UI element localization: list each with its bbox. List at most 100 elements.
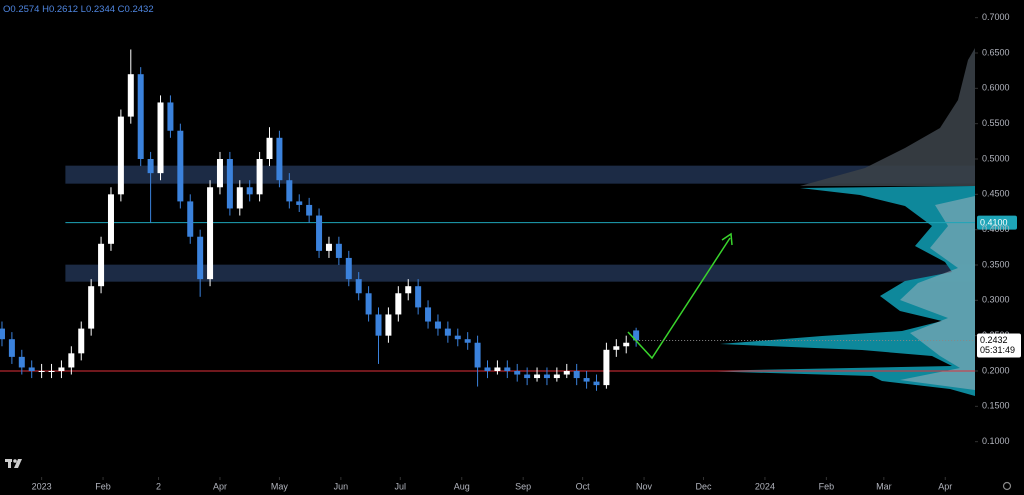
candle-body [107, 194, 114, 244]
candle-body [157, 102, 164, 174]
candle-body [474, 342, 481, 368]
y-tick-label: 0.6500 [982, 47, 1010, 57]
candle-body [444, 328, 451, 336]
settings-button[interactable] [1002, 481, 1012, 491]
candle-body [633, 330, 640, 341]
candle-body [454, 335, 461, 340]
y-tick-label: 0.3500 [982, 259, 1010, 269]
candle-body [58, 367, 65, 371]
candle-body [504, 367, 511, 371]
y-tick-label: 0.4000 [982, 224, 1010, 234]
y-tick-label: 0.5500 [982, 118, 1010, 128]
candle-body [296, 201, 303, 205]
level-label: 0.4100 [980, 217, 1008, 227]
level-label-box [977, 215, 1017, 230]
ohlc-key: L [81, 4, 86, 15]
candle-body [286, 180, 293, 202]
ohlc-key: H [42, 4, 49, 15]
arrow-head [721, 232, 733, 246]
candle-body [8, 339, 15, 357]
candle-body [137, 74, 144, 159]
candle-body [117, 116, 124, 195]
candle-body [613, 346, 620, 350]
x-tick-label: Sep [515, 481, 531, 491]
y-tick-label: 0.3000 [982, 295, 1010, 305]
candle-body [256, 159, 263, 195]
x-tick-label: Jun [334, 481, 349, 491]
candle-body [127, 74, 134, 117]
candle-body [583, 378, 590, 382]
x-tick-label: Apr [938, 481, 952, 491]
candle-body [543, 374, 550, 379]
candle-body [216, 159, 223, 188]
zone [65, 264, 975, 282]
candle-body [603, 349, 610, 386]
candle-body [415, 286, 422, 308]
x-tick-label: May [271, 481, 289, 491]
candle-body [266, 137, 273, 159]
x-tick-label: Dec [695, 481, 712, 491]
candle-body [434, 321, 441, 329]
ohlc-header: O0.2574 H0.2612 L0.2344 C0.2432 [3, 4, 154, 15]
candle-body [68, 353, 75, 368]
projection-arrow [627, 237, 731, 360]
candle-body [167, 102, 174, 131]
candle-body [345, 257, 352, 280]
ohlc-value: 0.2574 [10, 4, 39, 15]
ohlc-key: C [118, 4, 125, 15]
x-tick-label: 2 [156, 481, 161, 491]
candle-body [484, 367, 491, 371]
candle-body [0, 328, 5, 340]
candle-body [563, 371, 570, 375]
zone [65, 165, 975, 184]
volume-profile-upper [800, 48, 975, 186]
candle-body [494, 367, 501, 371]
y-tick-label: 0.1500 [982, 401, 1010, 411]
x-tick-label: Apr [213, 481, 227, 491]
y-tick-label: 0.4500 [982, 189, 1010, 199]
logo-part [8, 459, 11, 468]
candle-body [246, 187, 253, 195]
candle-body [207, 187, 214, 280]
candle-body [335, 243, 342, 258]
candle-body [226, 159, 233, 209]
candle-body [405, 286, 412, 294]
candle-body [48, 371, 55, 372]
candle-body [355, 279, 362, 294]
candle-body [385, 314, 392, 336]
candle-body [395, 293, 402, 315]
candle-body [88, 286, 95, 329]
x-tick-label: 2024 [755, 481, 775, 491]
candle-body [365, 293, 372, 315]
candle-body [177, 130, 184, 202]
candle-body [623, 342, 630, 347]
ohlc-value: 0.2612 [49, 4, 78, 15]
candle-body [375, 314, 382, 336]
candle-body [98, 243, 105, 287]
logo-part [13, 459, 17, 463]
y-tick-label: 0.1000 [982, 436, 1010, 446]
x-tick-label: 2023 [32, 481, 52, 491]
candle-body [425, 307, 432, 322]
last-price-box [977, 333, 1021, 358]
candle-body [147, 159, 154, 174]
x-tick-label: Aug [454, 481, 470, 491]
candle-body [306, 204, 313, 216]
x-tick-label: Feb [819, 481, 835, 491]
zones [65, 165, 975, 282]
y-tick-label: 0.5000 [982, 153, 1010, 163]
candle-body [464, 339, 471, 343]
candle-body [316, 215, 323, 251]
y-tick-label: 0.2000 [982, 365, 1010, 375]
candle-body [514, 371, 521, 375]
logo [5, 459, 22, 468]
candle-body [573, 371, 580, 379]
ohlc-value: 0.2432 [125, 4, 154, 15]
ohlc-value: 0.2344 [86, 4, 115, 15]
candle-body [553, 374, 560, 379]
candle-body [18, 356, 25, 368]
last-price-label: 0.2432 [980, 335, 1008, 345]
ohlc-key: O [3, 4, 10, 15]
